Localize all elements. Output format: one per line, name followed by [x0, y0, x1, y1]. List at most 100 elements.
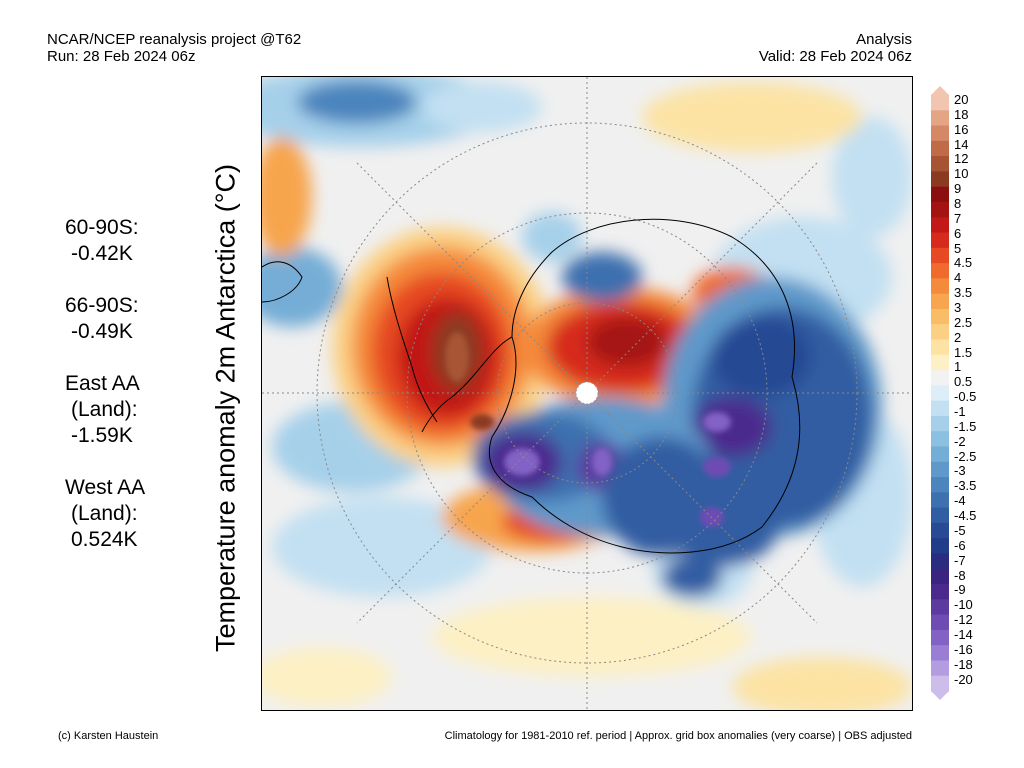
colorbar	[931, 86, 949, 700]
colorbar-cell	[931, 370, 949, 386]
colorbar-label: 10	[954, 166, 969, 182]
colorbar-label: 1.5	[954, 344, 973, 360]
footnote: Climatology for 1981-2010 ref. period | …	[444, 730, 912, 742]
colorbar-label: -4	[954, 493, 966, 509]
stat-value: -0.49K	[71, 320, 133, 343]
anomaly-map	[261, 76, 913, 711]
stat-60-90s: 60-90S: -0.42K	[65, 215, 145, 267]
colorbar-label: -4.5	[954, 508, 977, 524]
colorbar-label: -6	[954, 537, 966, 553]
colorbar-cell	[931, 584, 949, 600]
colorbar-cell	[931, 339, 949, 356]
colorbar-cell	[931, 507, 949, 524]
colorbar-cell	[931, 645, 949, 661]
colorbar-cell	[931, 354, 949, 371]
stat-sublabel: (Land):	[71, 502, 138, 525]
colorbar-label: -2.5	[954, 448, 977, 464]
colorbar-label: 14	[954, 136, 969, 152]
colorbar-label: 18	[954, 106, 969, 122]
anomaly-fields	[262, 77, 912, 710]
stat-value: -1.59K	[71, 424, 133, 447]
colorbar-label: 3.5	[954, 285, 973, 301]
colorbar-label: 2.5	[954, 314, 973, 330]
colorbar-label: 6	[954, 225, 962, 241]
colorbar-label: -3	[954, 463, 966, 479]
colorbar-label: -8	[954, 567, 966, 583]
colorbar-cell	[931, 415, 949, 432]
header-right: Analysis Valid: 28 Feb 2024 06z	[759, 31, 912, 65]
colorbar-label: -14	[954, 626, 973, 642]
stat-west-aa: West AA (Land): 0.524K	[65, 475, 145, 553]
antarctica-coastline	[488, 218, 801, 554]
colorbar-label: 5	[954, 240, 962, 256]
colorbar-cell	[931, 614, 949, 631]
colorbar-cell	[931, 599, 949, 616]
colorbar-cell	[931, 492, 949, 509]
colorbar-label: -10	[954, 597, 973, 613]
colorbar-cell	[931, 171, 949, 188]
colorbar-cell	[931, 553, 949, 570]
stat-label: West AA	[65, 476, 146, 499]
colorbar-label: 20	[954, 92, 969, 107]
colorbar-cell	[931, 568, 949, 585]
south-america-coastline	[386, 276, 438, 423]
copyright: (c) Karsten Haustein	[58, 730, 159, 742]
colorbar-label: 9	[954, 181, 962, 197]
colorbar-cell	[931, 308, 949, 325]
colorbar-cell	[931, 324, 949, 341]
run-time: Run: 28 Feb 2024 06z	[47, 48, 196, 65]
stat-east-aa: East AA (Land): -1.59K	[65, 371, 145, 449]
colorbar-cell	[931, 660, 949, 677]
colorbar-cell	[931, 247, 949, 264]
regional-stats: 60-90S: -0.42K 66-90S: -0.49K East AA (L…	[65, 215, 145, 579]
colorbar-labels: 20 18 16 14 12 10 9 8 7 6 5 4.5 4 3.5 3 2.5 2 1.5 1 0.5 -0.5…	[954, 92, 977, 687]
colorbar-cell	[931, 675, 949, 692]
colorbar-cell	[931, 156, 949, 172]
colorbar-cell	[931, 263, 949, 279]
stat-label: East AA	[65, 372, 140, 395]
colorbar-cell	[931, 446, 949, 463]
colorbar-cell	[931, 232, 949, 249]
colorbar-label: -16	[954, 641, 973, 657]
south-pole-marker	[575, 381, 599, 405]
colorbar-label: -0.5	[954, 389, 977, 405]
stat-value: -0.42K	[71, 242, 133, 265]
colorbar-label: -7	[954, 552, 966, 568]
colorbar-cell	[931, 186, 949, 203]
new-zealand-coastline	[262, 261, 303, 303]
colorbar-cell	[931, 400, 949, 417]
colorbar-cell	[931, 140, 949, 157]
colorbar-cell	[931, 293, 949, 310]
colorbar-label: 8	[954, 196, 962, 212]
colorbar-cell	[931, 461, 949, 478]
map-title: Temperature anomaly 2m Antarctica (°C)	[210, 164, 241, 652]
stat-label: 60-90S:	[65, 216, 139, 239]
colorbar-label: 16	[954, 121, 969, 137]
colorbar-cell	[931, 95, 949, 111]
colorbar-cell	[931, 217, 949, 234]
colorbar-cell	[931, 201, 949, 218]
colorbar-label: -18	[954, 656, 973, 672]
colorbar-cell	[931, 538, 949, 554]
colorbar-cells	[931, 95, 949, 692]
colorbar-label: 12	[954, 151, 969, 167]
colorbar-cell	[931, 431, 949, 447]
colorbar-label: 1	[954, 359, 962, 375]
colorbar-label: -5	[954, 522, 966, 538]
header-left: NCAR/NCEP reanalysis project @T62 Run: 2…	[47, 31, 301, 65]
model-title: NCAR/NCEP reanalysis project @T62	[47, 31, 302, 48]
map-canvas	[262, 77, 912, 710]
colorbar-label: -9	[954, 582, 966, 598]
colorbar-cell	[931, 477, 949, 493]
stat-66-90s: 66-90S: -0.49K	[65, 293, 145, 345]
colorbar-label: -20	[954, 671, 973, 687]
colorbar-label: 4	[954, 270, 962, 286]
colorbar-cell	[931, 522, 949, 539]
valid-time: Valid: 28 Feb 2024 06z	[758, 48, 912, 65]
colorbar-cell	[931, 385, 949, 402]
colorbar-label: -3.5	[954, 478, 977, 494]
colorbar-label: 2	[954, 329, 962, 345]
colorbar-top-arrow	[931, 86, 949, 95]
colorbar-label: 0.5	[954, 374, 973, 390]
colorbar-cell	[931, 110, 949, 127]
